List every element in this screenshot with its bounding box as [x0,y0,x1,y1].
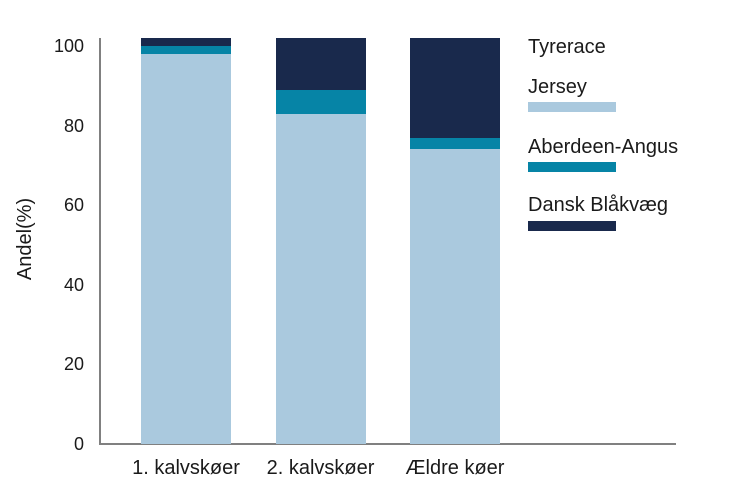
bar-segment [275,89,366,114]
y-tick-label: 0 [73,434,84,454]
legend-title: Tyrerace [528,36,606,58]
x-category-label: Ældre køer [405,457,505,479]
x-category-label: 1. kalvskøer [132,457,240,479]
y-tick-label: 20 [63,354,84,375]
y-axis-line [99,38,101,444]
legend-swatch [528,102,616,112]
y-axis-title: Andel(%) [14,197,36,281]
bar-segment [275,113,366,444]
x-category-label: 2. kalvskøer [266,457,375,479]
bar-segment [410,149,500,444]
bar-segment [141,53,231,444]
bar-segment [275,38,366,90]
y-tick-label: 60 [63,195,84,216]
bar-segment [410,38,500,138]
x-axis-line [99,443,676,445]
y-tick-label: 100 [53,35,84,56]
legend-swatch [528,162,616,172]
bar-segment [141,45,231,54]
y-tick-label: 80 [63,115,84,136]
legend-item-label: Jersey [528,76,587,98]
y-tick-label: 40 [63,274,84,295]
legend-item-label: Aberdeen-Angus [528,136,679,158]
bar-segment [410,137,500,150]
legend-item-label: Dansk Blåkvæg [528,194,669,216]
bar-segment [141,38,231,46]
legend-swatch [528,221,616,231]
